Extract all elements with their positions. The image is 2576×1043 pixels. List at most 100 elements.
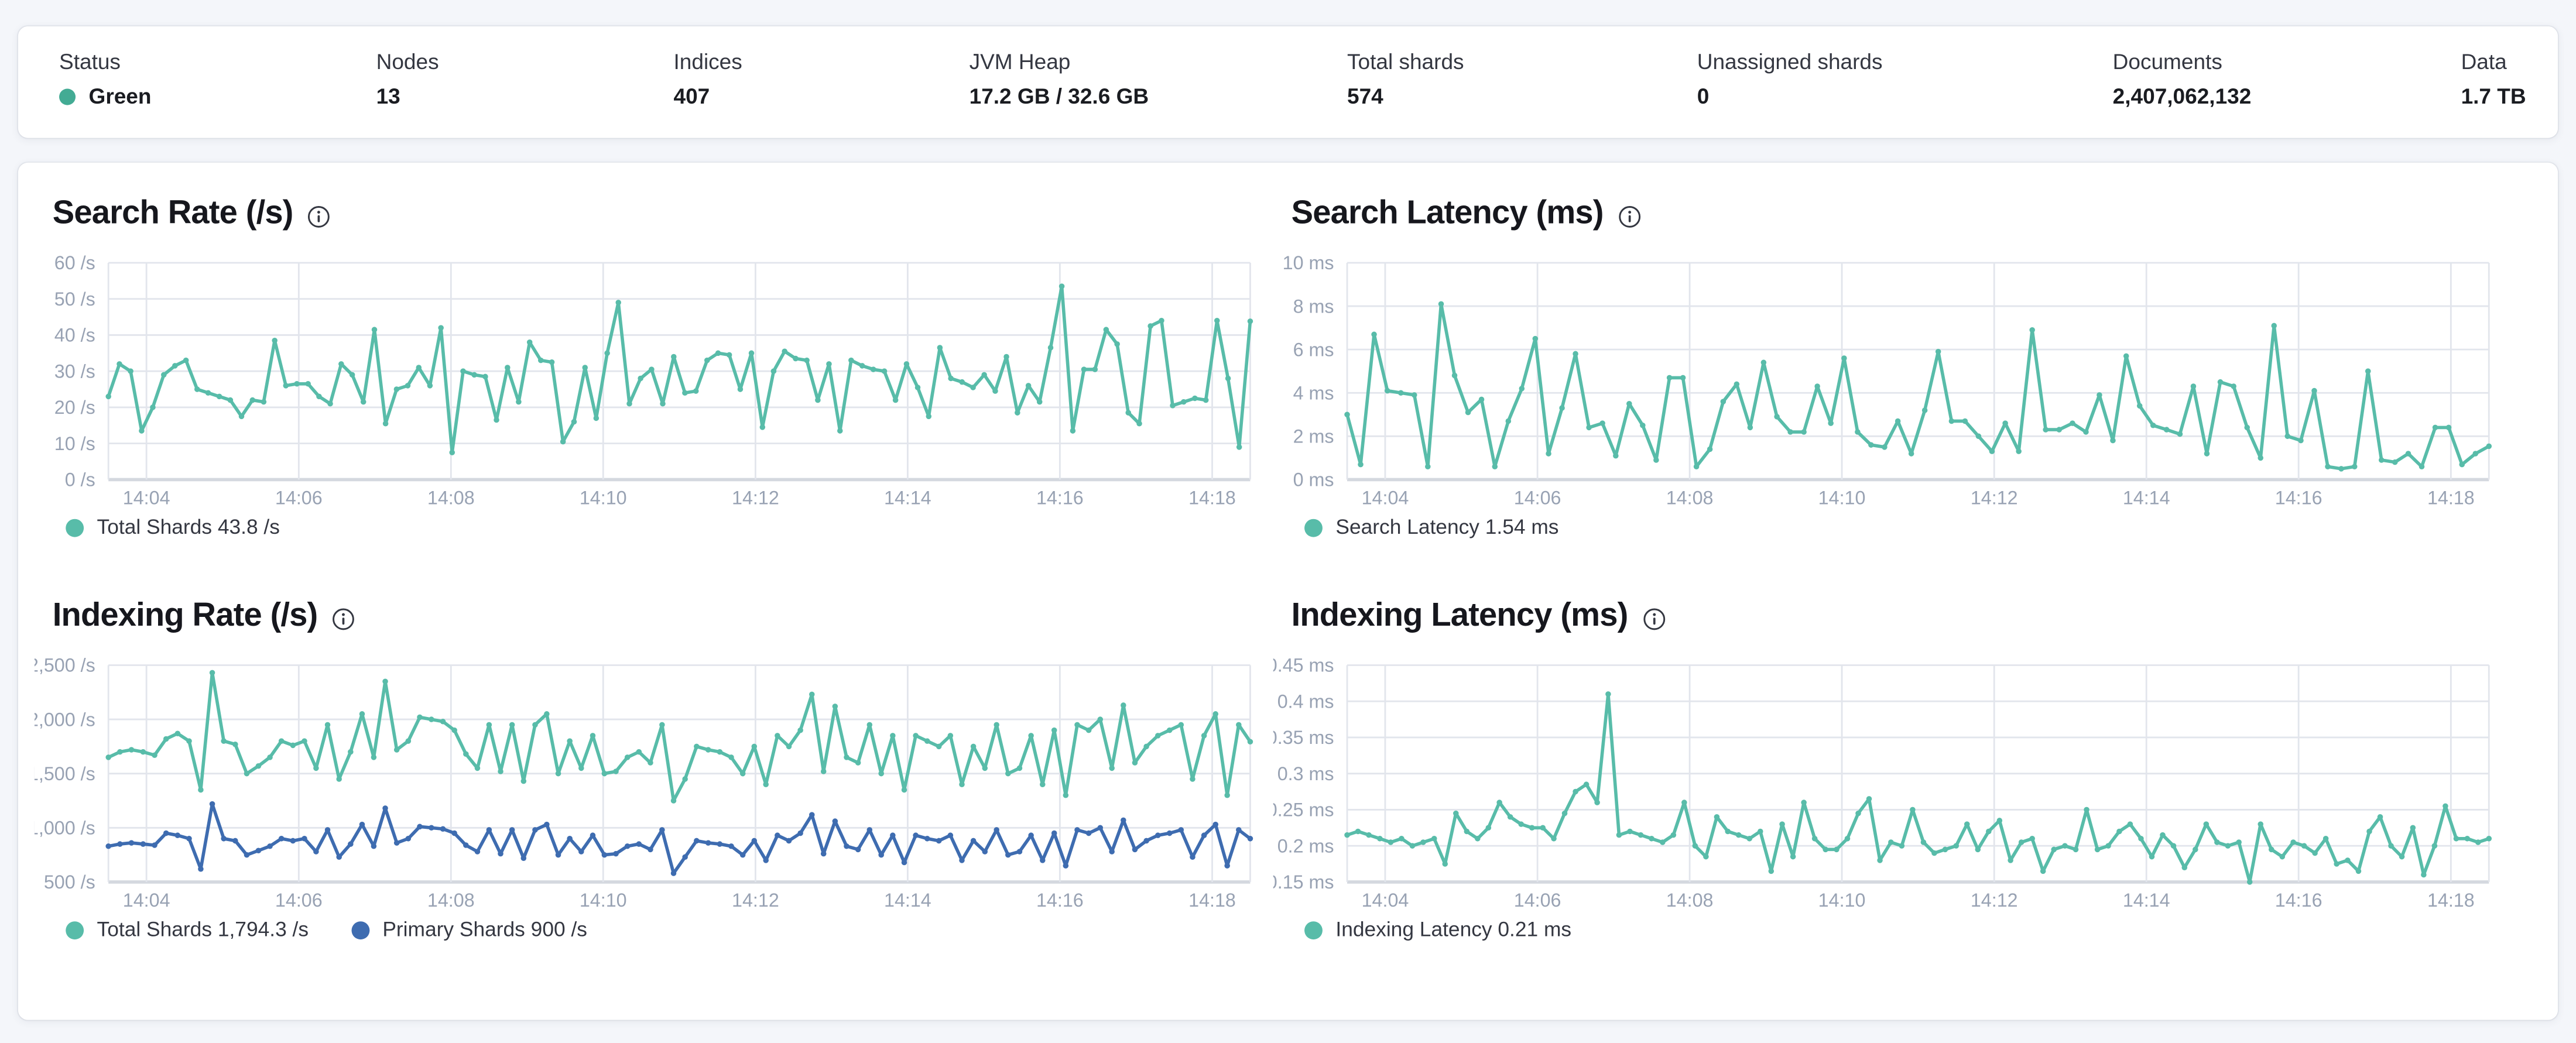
- series-point: [982, 849, 988, 855]
- info-icon[interactable]: [333, 607, 355, 630]
- series-point: [1653, 457, 1659, 463]
- y-axis-tick-label: 40 /s: [54, 325, 95, 346]
- series-point: [1948, 418, 1955, 424]
- series-point: [2366, 828, 2372, 835]
- series-point: [1529, 825, 1535, 831]
- series-point: [2040, 868, 2046, 874]
- series-point: [1594, 800, 1600, 805]
- series-point: [560, 438, 566, 445]
- y-axis-tick-label: 50 /s: [54, 289, 95, 310]
- series-point: [1399, 836, 1405, 842]
- x-axis-tick-label: 14:08: [1666, 890, 1714, 911]
- series-point: [105, 393, 111, 400]
- series-point: [316, 393, 322, 400]
- series-point: [1036, 399, 1043, 405]
- series-point: [186, 738, 192, 744]
- series-point: [393, 747, 400, 753]
- series-point: [1666, 375, 1673, 381]
- series-point: [460, 368, 466, 374]
- y-axis-tick-label: 10 /s: [54, 433, 95, 454]
- series-point: [659, 722, 665, 728]
- series-point: [890, 832, 896, 838]
- series-point: [538, 357, 544, 363]
- chart-canvas[interactable]: 10 ms 8 ms 6 ms 4 ms 2 ms 0 ms 14:04 14:06 14:08…: [1273, 187, 2498, 581]
- series-point: [1143, 743, 1149, 750]
- chart-canvas[interactable]: 2,500 /s 2,000 /s 1,500 /s 1,000 /s 500 /s 14…: [35, 589, 1259, 983]
- series-point: [427, 383, 433, 389]
- x-axis-tick-label: 14:18: [1188, 487, 1236, 508]
- series-point: [859, 363, 865, 369]
- series-point: [172, 363, 178, 369]
- series-point: [763, 781, 769, 787]
- y-axis-tick-label: 20 /s: [54, 397, 95, 418]
- series-point: [649, 366, 655, 372]
- series-point: [937, 345, 943, 351]
- chart-canvas[interactable]: 0.45 ms 0.4 ms 0.35 ms 0.3 ms 0.25 ms 0.2 ms 0…: [1273, 589, 2498, 983]
- series-point: [892, 397, 899, 403]
- series-point: [782, 348, 787, 354]
- chart-canvas[interactable]: 60 /s 50 /s 40 /s 30 /s 20 /s 10 /s 0 /s 14:04 1…: [35, 187, 1259, 581]
- y-axis-tick-label: 10 ms: [1283, 252, 1334, 273]
- series-point: [1420, 839, 1426, 845]
- series-point: [139, 428, 145, 434]
- series-point: [440, 826, 446, 832]
- series-point: [471, 372, 477, 378]
- series-point: [2378, 457, 2385, 463]
- info-icon[interactable]: [1643, 607, 1666, 630]
- series-point: [615, 300, 621, 306]
- series-point: [283, 383, 289, 389]
- series-point: [198, 787, 204, 793]
- series-point: [878, 852, 884, 858]
- series-point: [2051, 846, 2057, 853]
- series-point: [1546, 451, 1551, 457]
- series-line: [1345, 302, 2491, 471]
- series-point: [163, 830, 169, 836]
- series-point: [593, 415, 600, 421]
- series-point: [1178, 722, 1184, 728]
- series-point: [1132, 760, 1138, 766]
- series-point: [1166, 727, 1173, 733]
- series-point: [117, 749, 123, 755]
- series-point: [1247, 739, 1253, 745]
- series-point: [1384, 387, 1390, 394]
- series-point: [255, 763, 262, 769]
- series-point: [1855, 810, 1861, 816]
- series-point: [1081, 366, 1087, 372]
- series-point: [532, 827, 538, 833]
- series-point: [1757, 828, 1763, 835]
- series-point: [1121, 817, 1126, 824]
- series-point: [1627, 828, 1633, 835]
- series-point: [2431, 843, 2438, 849]
- series-point: [371, 843, 377, 849]
- series-point: [1178, 827, 1184, 833]
- series-point: [232, 741, 238, 747]
- info-icon[interactable]: [308, 204, 331, 227]
- series-point: [520, 855, 527, 861]
- info-icon[interactable]: [1618, 204, 1641, 227]
- series-point: [267, 843, 273, 849]
- series-point: [2475, 839, 2481, 845]
- series-point: [866, 722, 873, 728]
- series-point: [140, 749, 146, 755]
- series-point: [1573, 788, 1578, 795]
- x-axis-tick-label: 14:10: [1818, 890, 1866, 911]
- series-point: [2203, 821, 2210, 827]
- series-point: [1136, 420, 1142, 427]
- series-point: [474, 765, 481, 771]
- series-point: [1155, 832, 1161, 838]
- summary-item-label: Indices: [673, 49, 742, 74]
- series-point: [2365, 368, 2371, 374]
- series-point: [221, 836, 227, 842]
- summary-item-unassigned-shards: Unassigned shards 0: [1697, 49, 1883, 110]
- summary-item-label: Documents: [2112, 49, 2222, 74]
- series-point: [1155, 733, 1161, 739]
- series-point: [1735, 832, 1742, 838]
- series-point: [866, 827, 873, 833]
- series-point: [1225, 375, 1231, 382]
- x-axis-tick-label: 14:16: [2275, 890, 2322, 911]
- series-point: [474, 849, 481, 855]
- x-axis-tick-label: 14:04: [1362, 890, 1409, 911]
- series-point: [1051, 727, 1057, 733]
- series-point: [855, 760, 861, 766]
- series-point: [2070, 420, 2075, 426]
